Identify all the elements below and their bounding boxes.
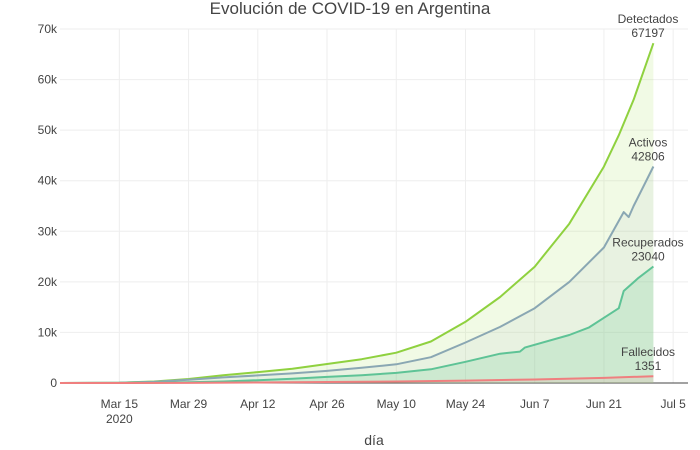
series-area-0 bbox=[60, 43, 654, 383]
x-tick-label: Jun 7 bbox=[520, 397, 550, 411]
y-tick-label: 30k bbox=[38, 224, 58, 238]
series-label: Recuperados bbox=[612, 235, 683, 249]
x-tick-label: May 24 bbox=[446, 397, 486, 411]
y-tick-label: 0 bbox=[50, 376, 57, 390]
x-tick-label: Jul 5 bbox=[660, 397, 686, 411]
series-line-2 bbox=[59, 265, 655, 384]
series-area-1 bbox=[60, 166, 654, 383]
y-axis-ticks: 0 10k 20k 30k 40k 50k 60k 70k bbox=[38, 22, 58, 390]
series-value: 23040 bbox=[631, 249, 665, 263]
y-tick-label: 20k bbox=[38, 275, 58, 289]
series-value: 42806 bbox=[631, 150, 665, 164]
series-label: Detectados bbox=[618, 12, 679, 26]
series-line-1 bbox=[59, 166, 655, 384]
y-tick-label: 60k bbox=[38, 73, 58, 87]
series-value: 1351 bbox=[635, 359, 662, 373]
y-tick-label: 50k bbox=[38, 123, 58, 137]
series-label: Fallecidos bbox=[621, 345, 675, 359]
series-area-3 bbox=[60, 376, 654, 383]
series-label: Activos bbox=[629, 136, 668, 150]
x-tick-label: Mar 15 bbox=[101, 397, 139, 411]
y-tick-label: 10k bbox=[38, 325, 58, 339]
x-tick-sublabel: 2020 bbox=[106, 412, 133, 426]
y-tick-label: 70k bbox=[38, 22, 58, 36]
x-tick-label: Jun 21 bbox=[586, 397, 622, 411]
x-tick-label: Apr 12 bbox=[240, 397, 276, 411]
x-tick-label: Mar 29 bbox=[170, 397, 208, 411]
series-lines bbox=[59, 42, 655, 384]
y-tick-label: 40k bbox=[38, 174, 58, 188]
grid-lines bbox=[60, 28, 688, 384]
x-tick-label: Apr 26 bbox=[309, 397, 345, 411]
series-line-3 bbox=[59, 375, 654, 384]
x-axis-title: día bbox=[364, 432, 384, 448]
series-value: 67197 bbox=[631, 26, 665, 40]
chart-title: Evolución de COVID-19 en Argentina bbox=[210, 0, 491, 18]
x-tick-label: May 10 bbox=[377, 397, 417, 411]
